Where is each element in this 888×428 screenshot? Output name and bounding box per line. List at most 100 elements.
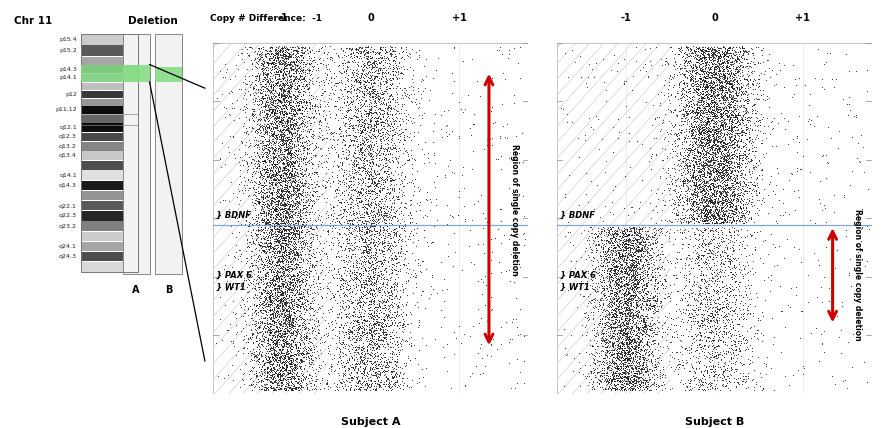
Point <box>702 181 717 188</box>
Point <box>364 340 378 347</box>
Point <box>605 276 619 283</box>
Point <box>706 233 720 240</box>
Point <box>613 312 627 318</box>
Point <box>697 134 711 141</box>
Point <box>302 359 316 366</box>
Point <box>611 327 625 333</box>
Point <box>262 95 276 102</box>
Point <box>265 365 279 372</box>
Point <box>296 66 310 73</box>
Point <box>724 52 738 59</box>
Point <box>731 162 745 169</box>
Point <box>702 169 717 175</box>
Point <box>261 334 275 341</box>
Point <box>259 208 274 215</box>
Point <box>678 104 692 110</box>
Point <box>622 256 637 262</box>
Point <box>239 321 253 328</box>
Point <box>292 114 306 121</box>
Point <box>728 367 742 374</box>
Point <box>741 155 755 162</box>
Point <box>742 113 757 120</box>
Point <box>693 282 707 288</box>
Point <box>251 181 266 188</box>
Point <box>675 54 689 60</box>
Point <box>725 99 740 106</box>
Point <box>285 374 299 381</box>
Point <box>641 378 655 385</box>
Point <box>595 237 609 244</box>
Point <box>637 327 651 334</box>
Point <box>285 72 299 79</box>
Point <box>394 243 408 250</box>
Point <box>273 347 287 354</box>
Point <box>710 75 725 82</box>
Point <box>275 288 289 295</box>
Point <box>707 146 721 153</box>
Point <box>636 325 650 332</box>
Point <box>285 102 299 109</box>
Point <box>369 364 383 371</box>
Point <box>622 232 636 239</box>
Point <box>600 312 614 318</box>
Point <box>717 288 731 295</box>
Point <box>367 131 381 138</box>
Point <box>305 203 319 210</box>
Point <box>267 224 281 231</box>
Point <box>269 234 283 241</box>
Point <box>275 368 289 374</box>
Point <box>704 267 718 273</box>
Point <box>296 67 310 74</box>
Point <box>262 182 276 189</box>
Point <box>685 206 699 213</box>
Point <box>360 385 374 392</box>
Point <box>387 232 401 238</box>
Point <box>701 308 715 315</box>
Point <box>292 287 306 294</box>
Point <box>629 277 643 284</box>
Point <box>274 251 289 258</box>
Point <box>704 56 718 63</box>
Point <box>678 383 693 389</box>
Point <box>684 317 698 324</box>
Point <box>288 152 302 159</box>
Point <box>589 264 603 270</box>
Point <box>711 201 725 208</box>
Point <box>721 228 735 235</box>
Point <box>698 156 712 163</box>
Point <box>622 317 636 324</box>
Point <box>367 273 381 280</box>
Point <box>727 239 741 246</box>
Point <box>626 240 640 247</box>
Point <box>704 225 718 232</box>
Point <box>263 233 277 240</box>
Point <box>710 203 724 210</box>
Point <box>329 103 343 110</box>
Point <box>619 281 633 288</box>
Point <box>746 106 760 113</box>
Point <box>668 216 682 223</box>
Point <box>260 381 274 388</box>
Point <box>632 327 646 333</box>
Point <box>605 371 619 378</box>
Point <box>702 184 717 191</box>
Point <box>277 385 291 392</box>
Point <box>617 282 631 289</box>
Point <box>373 160 387 167</box>
Point <box>266 322 281 329</box>
Point <box>741 345 755 352</box>
Point <box>258 73 273 80</box>
Point <box>641 279 655 285</box>
Point <box>293 284 307 291</box>
Point <box>371 334 385 341</box>
Point <box>378 239 392 246</box>
Point <box>293 124 307 131</box>
Point <box>255 363 269 369</box>
Point <box>258 124 272 131</box>
Point <box>364 61 378 68</box>
Point <box>344 122 358 129</box>
Point <box>721 70 735 77</box>
Point <box>376 106 390 113</box>
Point <box>702 225 716 232</box>
Point <box>295 119 309 126</box>
